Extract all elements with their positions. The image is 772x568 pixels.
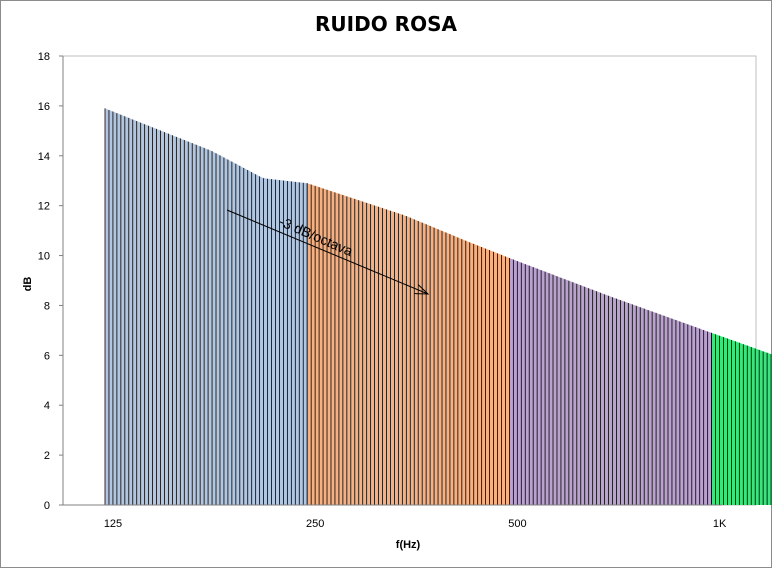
band-250-500 [306,183,510,505]
band-area [105,108,308,505]
y-tick-label: 8 [44,300,50,312]
y-tick-label: 2 [44,450,50,462]
slope-arrow [226,209,428,294]
y-tick-label: 12 [38,201,50,213]
y-tick-label: 18 [38,51,50,63]
band-area [307,183,510,505]
band-1000-2000 [711,332,772,505]
x-tick-label: 250 [306,518,324,530]
x-axis-label: f(Hz) [396,539,421,551]
band-area [509,258,712,505]
chart-title: RUIDO ROSA [315,12,457,36]
y-axis-label: dB [22,277,34,292]
y-tick-label: 4 [44,400,50,412]
y-tick-label: 6 [44,350,50,362]
x-tick-label: 125 [104,518,122,530]
y-tick-label: 16 [38,101,50,113]
y-tick-label: 14 [38,151,50,163]
y-tick-label: 10 [38,251,50,263]
y-tick-label: 0 [44,500,50,512]
band-area [711,332,772,505]
x-tick-label: 1K [713,518,727,530]
band-500-1000 [508,258,712,505]
x-tick-label: 500 [508,518,526,530]
